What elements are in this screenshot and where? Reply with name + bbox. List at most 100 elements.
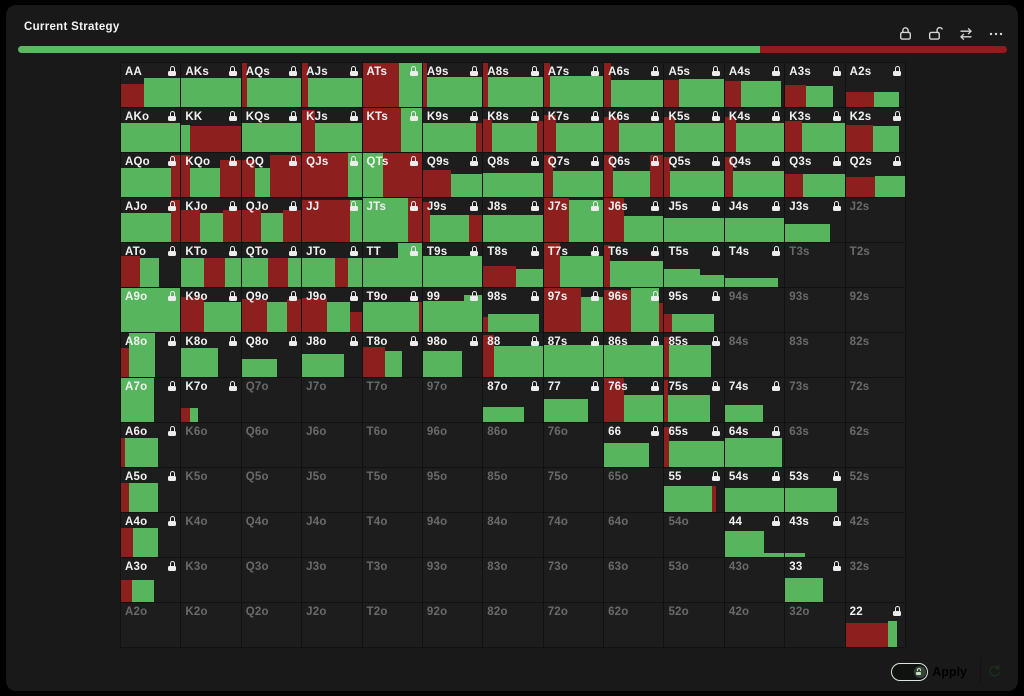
hand-cell-98s[interactable]: 98s (483, 288, 544, 333)
lock-icon[interactable] (409, 66, 418, 76)
lock-icon[interactable] (530, 381, 539, 391)
lock-icon[interactable] (893, 156, 901, 166)
lock-icon[interactable] (893, 66, 901, 76)
hand-cell-J8o[interactable]: J8o (302, 333, 363, 378)
lock-icon[interactable] (530, 111, 539, 121)
hand-cell-Q2s[interactable]: Q2s (845, 153, 906, 198)
hand-cell-T8o[interactable]: T8o (362, 333, 423, 378)
hand-cell-A2s[interactable]: A2s (845, 63, 906, 108)
hand-cell-K5o[interactable]: K5o (181, 468, 242, 513)
hand-cell-K7o[interactable]: K7o (181, 378, 242, 423)
hand-cell-KTo[interactable]: KTo (181, 243, 242, 288)
lock-icon[interactable] (711, 426, 720, 436)
hand-cell-Q7o[interactable]: Q7o (241, 378, 303, 423)
hand-cell-32o[interactable]: 32o (785, 603, 846, 648)
hand-cell-44[interactable]: 44 (724, 513, 786, 558)
lock-icon[interactable] (772, 381, 781, 391)
hand-cell-99[interactable]: 99 (422, 288, 484, 333)
lock-icon[interactable] (832, 156, 841, 166)
lock-icon[interactable] (349, 156, 358, 166)
lock-icon[interactable] (470, 336, 479, 346)
hand-cell-T7o[interactable]: T7o (362, 378, 423, 423)
lock-icon[interactable] (651, 201, 660, 211)
hand-cell-Q3o[interactable]: Q3o (241, 558, 303, 603)
hand-cell-A8s[interactable]: A8s (483, 63, 544, 108)
hand-cell-KJo[interactable]: KJo (181, 198, 242, 243)
hand-cell-A6s[interactable]: A6s (604, 63, 665, 108)
hand-cell-K8s[interactable]: K8s (483, 108, 544, 153)
lock-icon[interactable] (832, 516, 841, 526)
lock-icon[interactable] (530, 201, 539, 211)
hand-cell-75o[interactable]: 75o (543, 468, 605, 513)
hand-cell-76o[interactable]: 76o (543, 423, 605, 468)
hand-cell-J8s[interactable]: J8s (483, 198, 544, 243)
hand-cell-K3s[interactable]: K3s (785, 108, 846, 153)
hand-cell-33[interactable]: 33 (785, 558, 846, 603)
hand-cell-83o[interactable]: 83o (483, 558, 544, 603)
apply-button[interactable]: Apply (932, 664, 967, 679)
hand-cell-64s[interactable]: 64s (724, 423, 786, 468)
lock-icon[interactable] (470, 156, 479, 166)
hand-cell-55[interactable]: 55 (664, 468, 725, 513)
lock-icon[interactable] (168, 291, 177, 301)
hand-cell-95s[interactable]: 95s (664, 288, 725, 333)
lock-icon[interactable] (409, 336, 418, 346)
hand-cell-82s[interactable]: 82s (845, 333, 906, 378)
lock-icon[interactable] (289, 246, 298, 256)
hand-cell-42o[interactable]: 42o (724, 603, 786, 648)
hand-cell-A4o[interactable]: A4o (121, 513, 182, 558)
hand-cell-54s[interactable]: 54s (724, 468, 786, 513)
hand-cell-84o[interactable]: 84o (483, 513, 544, 558)
hand-cell-QTs[interactable]: QTs (362, 153, 423, 198)
lock-icon[interactable] (711, 66, 720, 76)
lock-icon[interactable] (591, 201, 600, 211)
lock-icon[interactable] (168, 516, 177, 526)
lock-icon[interactable] (651, 66, 660, 76)
hand-cell-K6s[interactable]: K6s (604, 108, 665, 153)
hand-cell-T3s[interactable]: T3s (785, 243, 846, 288)
hand-cell-TT[interactable]: TT (362, 243, 423, 288)
lock-icon[interactable] (349, 201, 358, 211)
hand-cell-A5o[interactable]: A5o (121, 468, 182, 513)
hand-cell-Q8s[interactable]: Q8s (483, 153, 544, 198)
hand-cell-AA[interactable]: AA (121, 63, 182, 108)
hand-cell-Q4o[interactable]: Q4o (241, 513, 303, 558)
hand-cell-43o[interactable]: 43o (724, 558, 786, 603)
hand-cell-Q7s[interactable]: Q7s (543, 153, 605, 198)
hand-cell-T6s[interactable]: T6s (604, 243, 665, 288)
hand-cell-T2o[interactable]: T2o (362, 603, 423, 648)
hand-cell-T9s[interactable]: T9s (422, 243, 484, 288)
lock-icon[interactable] (168, 426, 177, 436)
hand-cell-T4s[interactable]: T4s (724, 243, 786, 288)
hand-cell-K2o[interactable]: K2o (181, 603, 242, 648)
refresh-icon[interactable] (981, 658, 1008, 685)
lock-icon[interactable] (289, 111, 298, 121)
lock-icon[interactable] (832, 111, 841, 121)
lock-icon[interactable] (711, 381, 720, 391)
lock-icon[interactable] (711, 246, 720, 256)
hand-cell-K9s[interactable]: K9s (422, 108, 484, 153)
lock-icon[interactable] (530, 156, 539, 166)
lock-icon[interactable] (893, 606, 901, 616)
lock-icon[interactable] (470, 201, 479, 211)
hand-cell-KQo[interactable]: KQo (181, 153, 242, 198)
lock-icon[interactable] (530, 336, 539, 346)
hand-cell-42s[interactable]: 42s (845, 513, 906, 558)
lock-icon[interactable] (651, 111, 660, 121)
lock-icon[interactable] (651, 246, 660, 256)
lock-icon[interactable] (228, 336, 237, 346)
hand-cell-64o[interactable]: 64o (604, 513, 665, 558)
lock-icon[interactable] (772, 246, 781, 256)
lock-icon[interactable] (772, 426, 781, 436)
hand-cell-87o[interactable]: 87o (483, 378, 544, 423)
lock-icon[interactable] (289, 201, 298, 211)
lock-icon[interactable] (772, 111, 781, 121)
hand-cell-AJs[interactable]: AJs (302, 63, 363, 108)
hand-cell-AQo[interactable]: AQo (121, 153, 182, 198)
lock-icon[interactable] (409, 111, 418, 121)
hand-cell-A7s[interactable]: A7s (543, 63, 605, 108)
hand-cell-J3o[interactable]: J3o (302, 558, 363, 603)
hand-cell-K5s[interactable]: K5s (664, 108, 725, 153)
hand-cell-A7o[interactable]: A7o (121, 378, 182, 423)
lock-icon[interactable] (409, 291, 418, 301)
